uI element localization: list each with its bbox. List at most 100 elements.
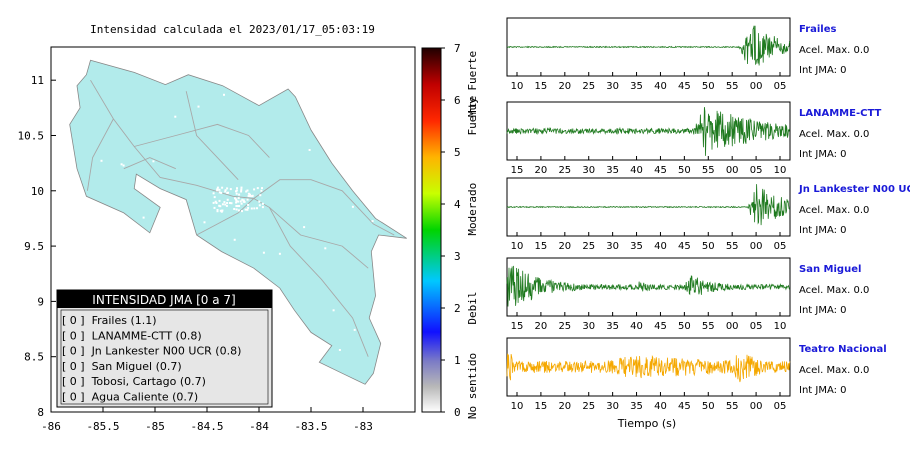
- station-dot: [226, 198, 229, 201]
- station-dot: [278, 252, 281, 255]
- station-dot: [235, 208, 238, 211]
- station-dot: [303, 226, 306, 229]
- station-dot: [229, 188, 232, 191]
- waveform-tick-label: 10: [774, 321, 787, 332]
- station-dot: [371, 220, 374, 223]
- waveform-tick-label: 15: [511, 321, 524, 332]
- station-dot: [253, 188, 256, 191]
- waveform-tick-label: 15: [535, 81, 548, 92]
- station-dot: [233, 238, 236, 241]
- station-dot: [174, 115, 177, 118]
- legend-row: [ 0 ] San Miguel (0.7): [62, 360, 182, 373]
- waveform-tick-label: 15: [535, 241, 548, 252]
- station-dot: [213, 206, 216, 209]
- station-dot: [220, 191, 223, 194]
- map-x-tick-label: -85.5: [86, 420, 119, 433]
- station-dot: [235, 200, 238, 202]
- station-dot: [218, 199, 221, 202]
- station-dot: [249, 195, 252, 198]
- station-dot: [251, 195, 254, 198]
- colorbar-tick-label: 6: [454, 94, 461, 107]
- map-y-tick-label: 10.5: [18, 129, 45, 142]
- waveform-tick-label: 10: [511, 401, 524, 412]
- map-title: Intensidad calculada el 2023/01/17_05:03…: [90, 23, 375, 36]
- station-dot: [221, 186, 224, 189]
- road-network: [86, 79, 395, 357]
- station-dot: [241, 198, 244, 201]
- station-jma: Int JMA: 0: [799, 385, 847, 396]
- station-dot: [247, 195, 250, 197]
- waveform-tick-label: 00: [726, 321, 739, 332]
- waveform-tick-label: 55: [726, 241, 739, 252]
- waveform-tick-label: 30: [582, 165, 595, 176]
- station-dot: [216, 186, 219, 189]
- station-name: San Miguel: [799, 264, 861, 275]
- map-x-ticks: -86 -85.5 -85 -84.5 -84 -83.5 -83: [41, 407, 373, 433]
- waveform-tick-label: 35: [630, 241, 643, 252]
- waveform-tick-label: 50: [678, 165, 691, 176]
- waveform-tick-label: 20: [558, 81, 571, 92]
- station-dot: [152, 160, 155, 163]
- map-y-tick-label: 8: [37, 406, 44, 419]
- station-dot: [223, 201, 226, 204]
- station-dot: [218, 188, 221, 191]
- waveform-tick-label: 00: [750, 401, 763, 412]
- station-accel: Acel. Max. 0.0: [799, 45, 869, 56]
- station-dot: [224, 189, 227, 192]
- colorbar-ticks: 0 1 2 3 4 5 6 7: [441, 42, 461, 419]
- station-dot: [197, 105, 200, 108]
- station-dot: [218, 204, 221, 207]
- station-dot: [244, 208, 247, 211]
- station-dot: [225, 204, 228, 207]
- station-dot: [324, 247, 327, 250]
- station-jma: Int JMA: 0: [799, 305, 847, 316]
- station-dot: [237, 197, 240, 200]
- station-dot: [260, 189, 263, 192]
- map-x-tick-label: -85: [145, 420, 165, 433]
- road-6: [269, 207, 369, 269]
- waveform-tick-label: 20: [558, 241, 571, 252]
- waveform-tick-label: 45: [654, 165, 667, 176]
- road-3: [134, 123, 270, 158]
- waveform-panels: 10 15 20 25 30 35 40 45 50 55 00 05 Frailes Acel. Max…: [506, 17, 910, 412]
- waveform-trace: [506, 107, 791, 156]
- map-y-tick-label: 9: [37, 295, 44, 308]
- colorbar-tick-label: 5: [454, 146, 461, 159]
- station-dot: [165, 263, 168, 266]
- station-dot: [100, 159, 103, 162]
- station-dot: [235, 205, 238, 207]
- station-dot: [233, 208, 236, 210]
- waveform-tick-label: 05: [774, 241, 787, 252]
- station-dot: [236, 187, 238, 190]
- waveform-tick-label: 25: [582, 401, 595, 412]
- intensity-legend: INTENSIDAD JMA [0 a 7] [ 0 ] Frailes (1.…: [56, 289, 273, 408]
- station-dot: [308, 149, 311, 151]
- waveform-tick-label: 30: [606, 81, 619, 92]
- station-dot: [235, 189, 238, 192]
- legend-row: [ 0 ] Tobosi, Cartago (0.7): [62, 375, 206, 388]
- station-dot: [240, 186, 243, 189]
- waveform-tick-label: 05: [750, 321, 763, 332]
- waveform-tick-label: 40: [654, 401, 667, 412]
- waveform-tick-label: 40: [654, 81, 667, 92]
- station-dot: [214, 200, 217, 203]
- station-name: Frailes: [799, 24, 837, 35]
- station-dot: [245, 190, 248, 193]
- station-dot: [212, 192, 215, 195]
- waveform-tick-label: 55: [726, 81, 739, 92]
- station-dot: [258, 204, 261, 207]
- colorbar-tick-label: 7: [454, 42, 461, 55]
- waveform-tick-label: 45: [678, 401, 691, 412]
- station-name: LANAMME-CTT: [799, 108, 881, 119]
- waveform-tick-label: 35: [630, 401, 643, 412]
- waveform-tick-label: 15: [511, 165, 524, 176]
- station-dot: [241, 210, 243, 213]
- station-dot: [286, 311, 289, 314]
- waveform-tick-label: 20: [535, 321, 548, 332]
- map-x-tick-label: -84.5: [190, 420, 223, 433]
- waveform-tick-label: 25: [582, 81, 595, 92]
- station-dot: [242, 199, 245, 202]
- station-dot: [236, 205, 239, 207]
- station-dot: [249, 193, 251, 196]
- station-dot: [261, 202, 264, 205]
